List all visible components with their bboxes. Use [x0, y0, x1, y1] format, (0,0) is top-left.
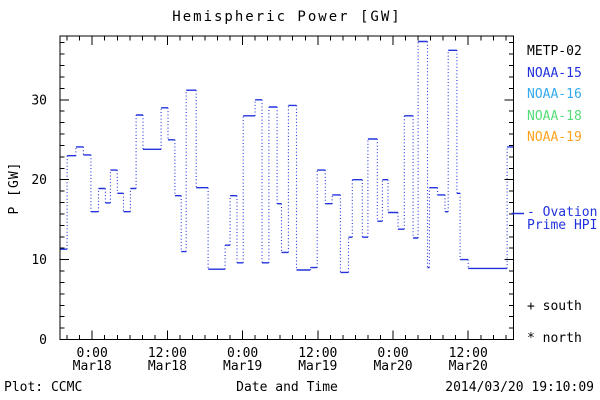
- chart-title: Hemispheric Power [GW]: [172, 9, 402, 25]
- legend-item-noaa-19: NOAA-19: [527, 130, 582, 145]
- plot-timestamp: 2014/03/20 19:10:09: [445, 380, 594, 395]
- minor-ticks: [60, 36, 514, 340]
- hpi-step-connectors: [66, 41, 508, 273]
- x-tick-date-label: Mar18: [73, 359, 112, 374]
- ovation-label-line2: Prime HPI: [527, 218, 598, 233]
- y-tick-label: 20: [31, 173, 47, 188]
- ovation-label-line1: - Ovation: [527, 205, 598, 220]
- ovation-prime-hpi-label: - Ovation Prime HPI: [527, 206, 597, 232]
- x-tick-time-label: 12:00: [298, 346, 337, 361]
- satellite-legend: METP-02 NOAA-15 NOAA-16 NOAA-18 NOAA-19: [527, 45, 582, 153]
- x-tick-date-label: Mar20: [449, 359, 488, 374]
- x-axis-title: Date and Time: [236, 380, 338, 395]
- x-tick-time-label: 0:00: [377, 346, 408, 361]
- y-tick-label: 30: [31, 93, 47, 108]
- south-marker-label: + south: [527, 299, 582, 314]
- north-marker-label: * north: [527, 331, 582, 346]
- hpi-step-line: [60, 40, 514, 274]
- legend-item-noaa-16: NOAA-16: [527, 87, 582, 102]
- x-tick-time-label: 0:00: [77, 346, 108, 361]
- major-ticks: [60, 36, 514, 340]
- x-tick-date-label: Mar19: [298, 359, 337, 374]
- legend-item-noaa-15: NOAA-15: [527, 65, 582, 81]
- x-tick-date-label: Mar20: [373, 359, 412, 374]
- x-tick-date-label: Mar18: [148, 359, 187, 374]
- x-tick-time-label: 12:00: [148, 346, 187, 361]
- x-tick-date-label: Mar19: [223, 359, 262, 374]
- legend-item-metp-02: METP-02: [527, 44, 582, 59]
- y-tick-label: 0: [39, 333, 47, 348]
- x-tick-time-label: 12:00: [449, 346, 488, 361]
- y-tick-label: 10: [31, 253, 47, 268]
- x-tick-time-label: 0:00: [227, 346, 258, 361]
- legend-item-noaa-18: NOAA-18: [527, 108, 582, 124]
- plot-credit: Plot: CCMC: [4, 380, 83, 395]
- plot-border: [59, 35, 514, 340]
